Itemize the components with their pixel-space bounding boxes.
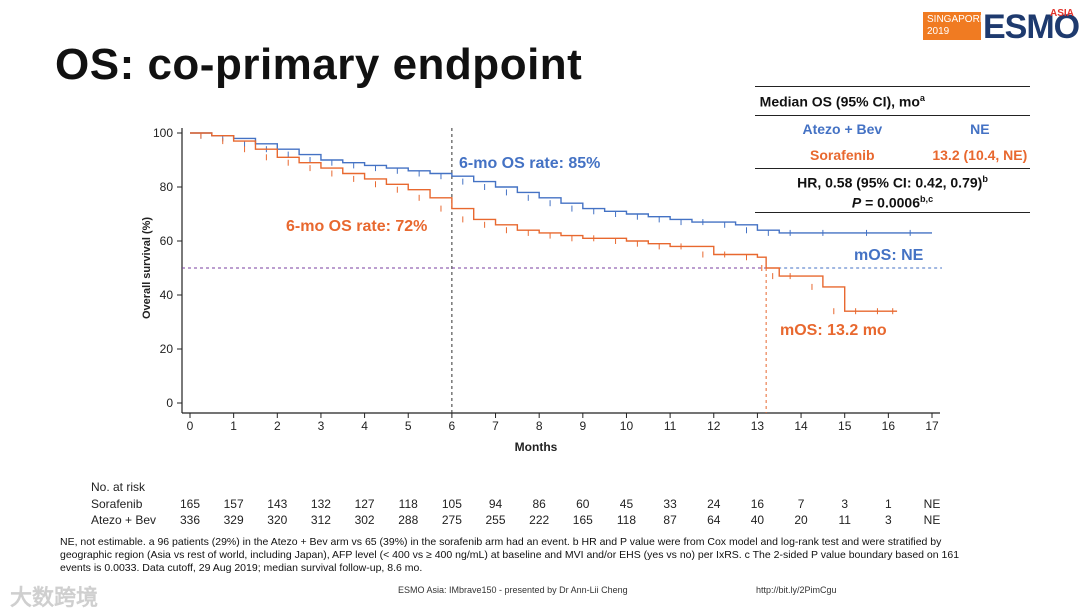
risk-count: 86 xyxy=(532,497,546,511)
x-tick-label: 13 xyxy=(751,419,765,433)
p-label: P xyxy=(851,194,862,211)
x-tick-label: 15 xyxy=(838,419,852,433)
risk-count: 165 xyxy=(572,513,593,527)
risk-count: 312 xyxy=(310,513,331,527)
risk-count: 1 xyxy=(885,497,892,511)
y-axis-label: Overall survival (%) xyxy=(141,217,153,319)
x-tick-label: 16 xyxy=(882,419,896,433)
chart-annotation: 6-mo OS rate: 85% xyxy=(459,155,600,172)
risk-count: 143 xyxy=(267,497,288,511)
risk-count: 3 xyxy=(841,497,849,511)
risk-table-title: No. at risk xyxy=(91,480,146,494)
risk-count: 288 xyxy=(398,513,419,527)
km-chart: 0 1 2 3 4 5 6 7 8 9 10 11 12 13 14 15 16 17020406080100Mo… xyxy=(141,126,942,454)
risk-count: 16 xyxy=(750,497,765,511)
risk-count: 60 xyxy=(576,497,590,511)
median-arm-sorafenib: Sorafenib xyxy=(810,147,875,163)
chart-annotation: 6-mo OS rate: 72% xyxy=(286,218,427,235)
risk-count: 24 xyxy=(707,497,721,511)
median-value-sorafenib: 13.2 (10.4, NE) xyxy=(932,147,1028,163)
logo-singapore-box: SINGAPORE 2019 xyxy=(923,12,986,40)
risk-count: 255 xyxy=(485,513,506,527)
y-tick-label: 80 xyxy=(160,180,174,194)
median-row-sorafenib: Sorafenib 13.2 (10.4, NE) xyxy=(755,142,1030,169)
risk-count: 157 xyxy=(223,497,244,511)
x-tick-label: 8 xyxy=(536,419,543,433)
logo-asia-text: ASIA xyxy=(1050,8,1074,19)
risk-count: 33 xyxy=(663,497,677,511)
logo-esmo-text: ESMO xyxy=(983,8,1080,46)
x-tick-label: 6 xyxy=(449,419,456,433)
risk-count: 45 xyxy=(619,497,634,511)
y-tick-label: 100 xyxy=(153,126,173,140)
x-tick-label: 10 xyxy=(620,419,634,433)
risk-count: 127 xyxy=(354,497,375,511)
risk-count: 336 xyxy=(179,513,201,527)
x-tick-label: 4 xyxy=(361,419,368,433)
risk-count: NE xyxy=(923,497,941,511)
x-tick-label: 9 xyxy=(579,419,586,433)
risk-count: 7 xyxy=(797,497,805,511)
risk-count: 329 xyxy=(223,513,244,527)
watermark: 大数跨境 xyxy=(10,585,99,610)
median-os-table: Median OS (95% CI), moa Atezo + Bev NE S… xyxy=(755,86,1030,214)
x-tick-label: 5 xyxy=(405,419,412,433)
x-tick-label: 14 xyxy=(794,419,808,433)
risk-count: 64 xyxy=(707,513,721,527)
risk-count: 40 xyxy=(750,513,765,527)
risk-count: 3 xyxy=(885,513,892,527)
risk-count: 320 xyxy=(267,513,288,527)
risk-count: 165 xyxy=(179,497,201,511)
risk-row-label: Atezo + Bev xyxy=(91,513,157,527)
risk-count: 94 xyxy=(488,497,503,511)
y-tick-label: 40 xyxy=(160,288,174,302)
x-tick-label: 0 xyxy=(187,419,194,433)
chart-annotation: mOS: 13.2 mo xyxy=(780,322,887,339)
median-table-header: Median OS (95% CI), moa xyxy=(755,86,930,116)
source-url: http://bit.ly/2PimCgu xyxy=(756,585,837,595)
hazard-ratio-row: HR, 0.58 (95% CI: 0.42, 0.79)b P = 0.000… xyxy=(755,167,1030,214)
risk-count: 222 xyxy=(529,513,550,527)
risk-row-label: Sorafenib xyxy=(91,497,143,511)
x-tick-label: 17 xyxy=(925,419,939,433)
median-value-atezo: NE xyxy=(970,121,990,137)
x-tick-label: 12 xyxy=(707,419,721,433)
footnote: NE, not estimable. a 96 patients (29%) i… xyxy=(60,536,960,574)
median-row-atezo: Atezo + Bev NE xyxy=(755,116,1030,143)
risk-count: 87 xyxy=(663,513,677,527)
risk-count: 132 xyxy=(310,497,331,511)
risk-count: 20 xyxy=(794,513,808,527)
risk-count: 118 xyxy=(616,513,637,527)
hazard-ratio-text: HR, 0.58 (95% CI: 0.42, 0.79) xyxy=(797,174,983,191)
y-tick-label: 60 xyxy=(160,234,174,248)
x-tick-label: 3 xyxy=(318,419,325,433)
risk-count: 105 xyxy=(441,497,462,511)
chart-annotation: mOS: NE xyxy=(854,247,924,264)
p-value: = 0.0006 xyxy=(861,194,920,211)
risk-count: 302 xyxy=(354,513,375,527)
x-tick-label: 2 xyxy=(274,419,281,433)
median-arm-atezo: Atezo + Bev xyxy=(802,121,883,137)
risk-count: 275 xyxy=(441,513,462,527)
risk-count: NE xyxy=(923,513,941,527)
y-tick-label: 20 xyxy=(160,342,174,356)
x-tick-label: 7 xyxy=(492,419,499,433)
risk-count: 118 xyxy=(398,497,418,511)
x-axis-label: Months xyxy=(515,440,558,454)
risk-count: 11 xyxy=(838,513,851,527)
x-tick-label: 11 xyxy=(664,419,677,433)
y-tick-label: 0 xyxy=(166,396,173,410)
slide-title: OS: co-primary endpoint xyxy=(55,40,583,89)
presentation-credit: ESMO Asia: IMbrave150 - presented by Dr … xyxy=(398,585,628,595)
x-tick-label: 1 xyxy=(230,419,237,433)
